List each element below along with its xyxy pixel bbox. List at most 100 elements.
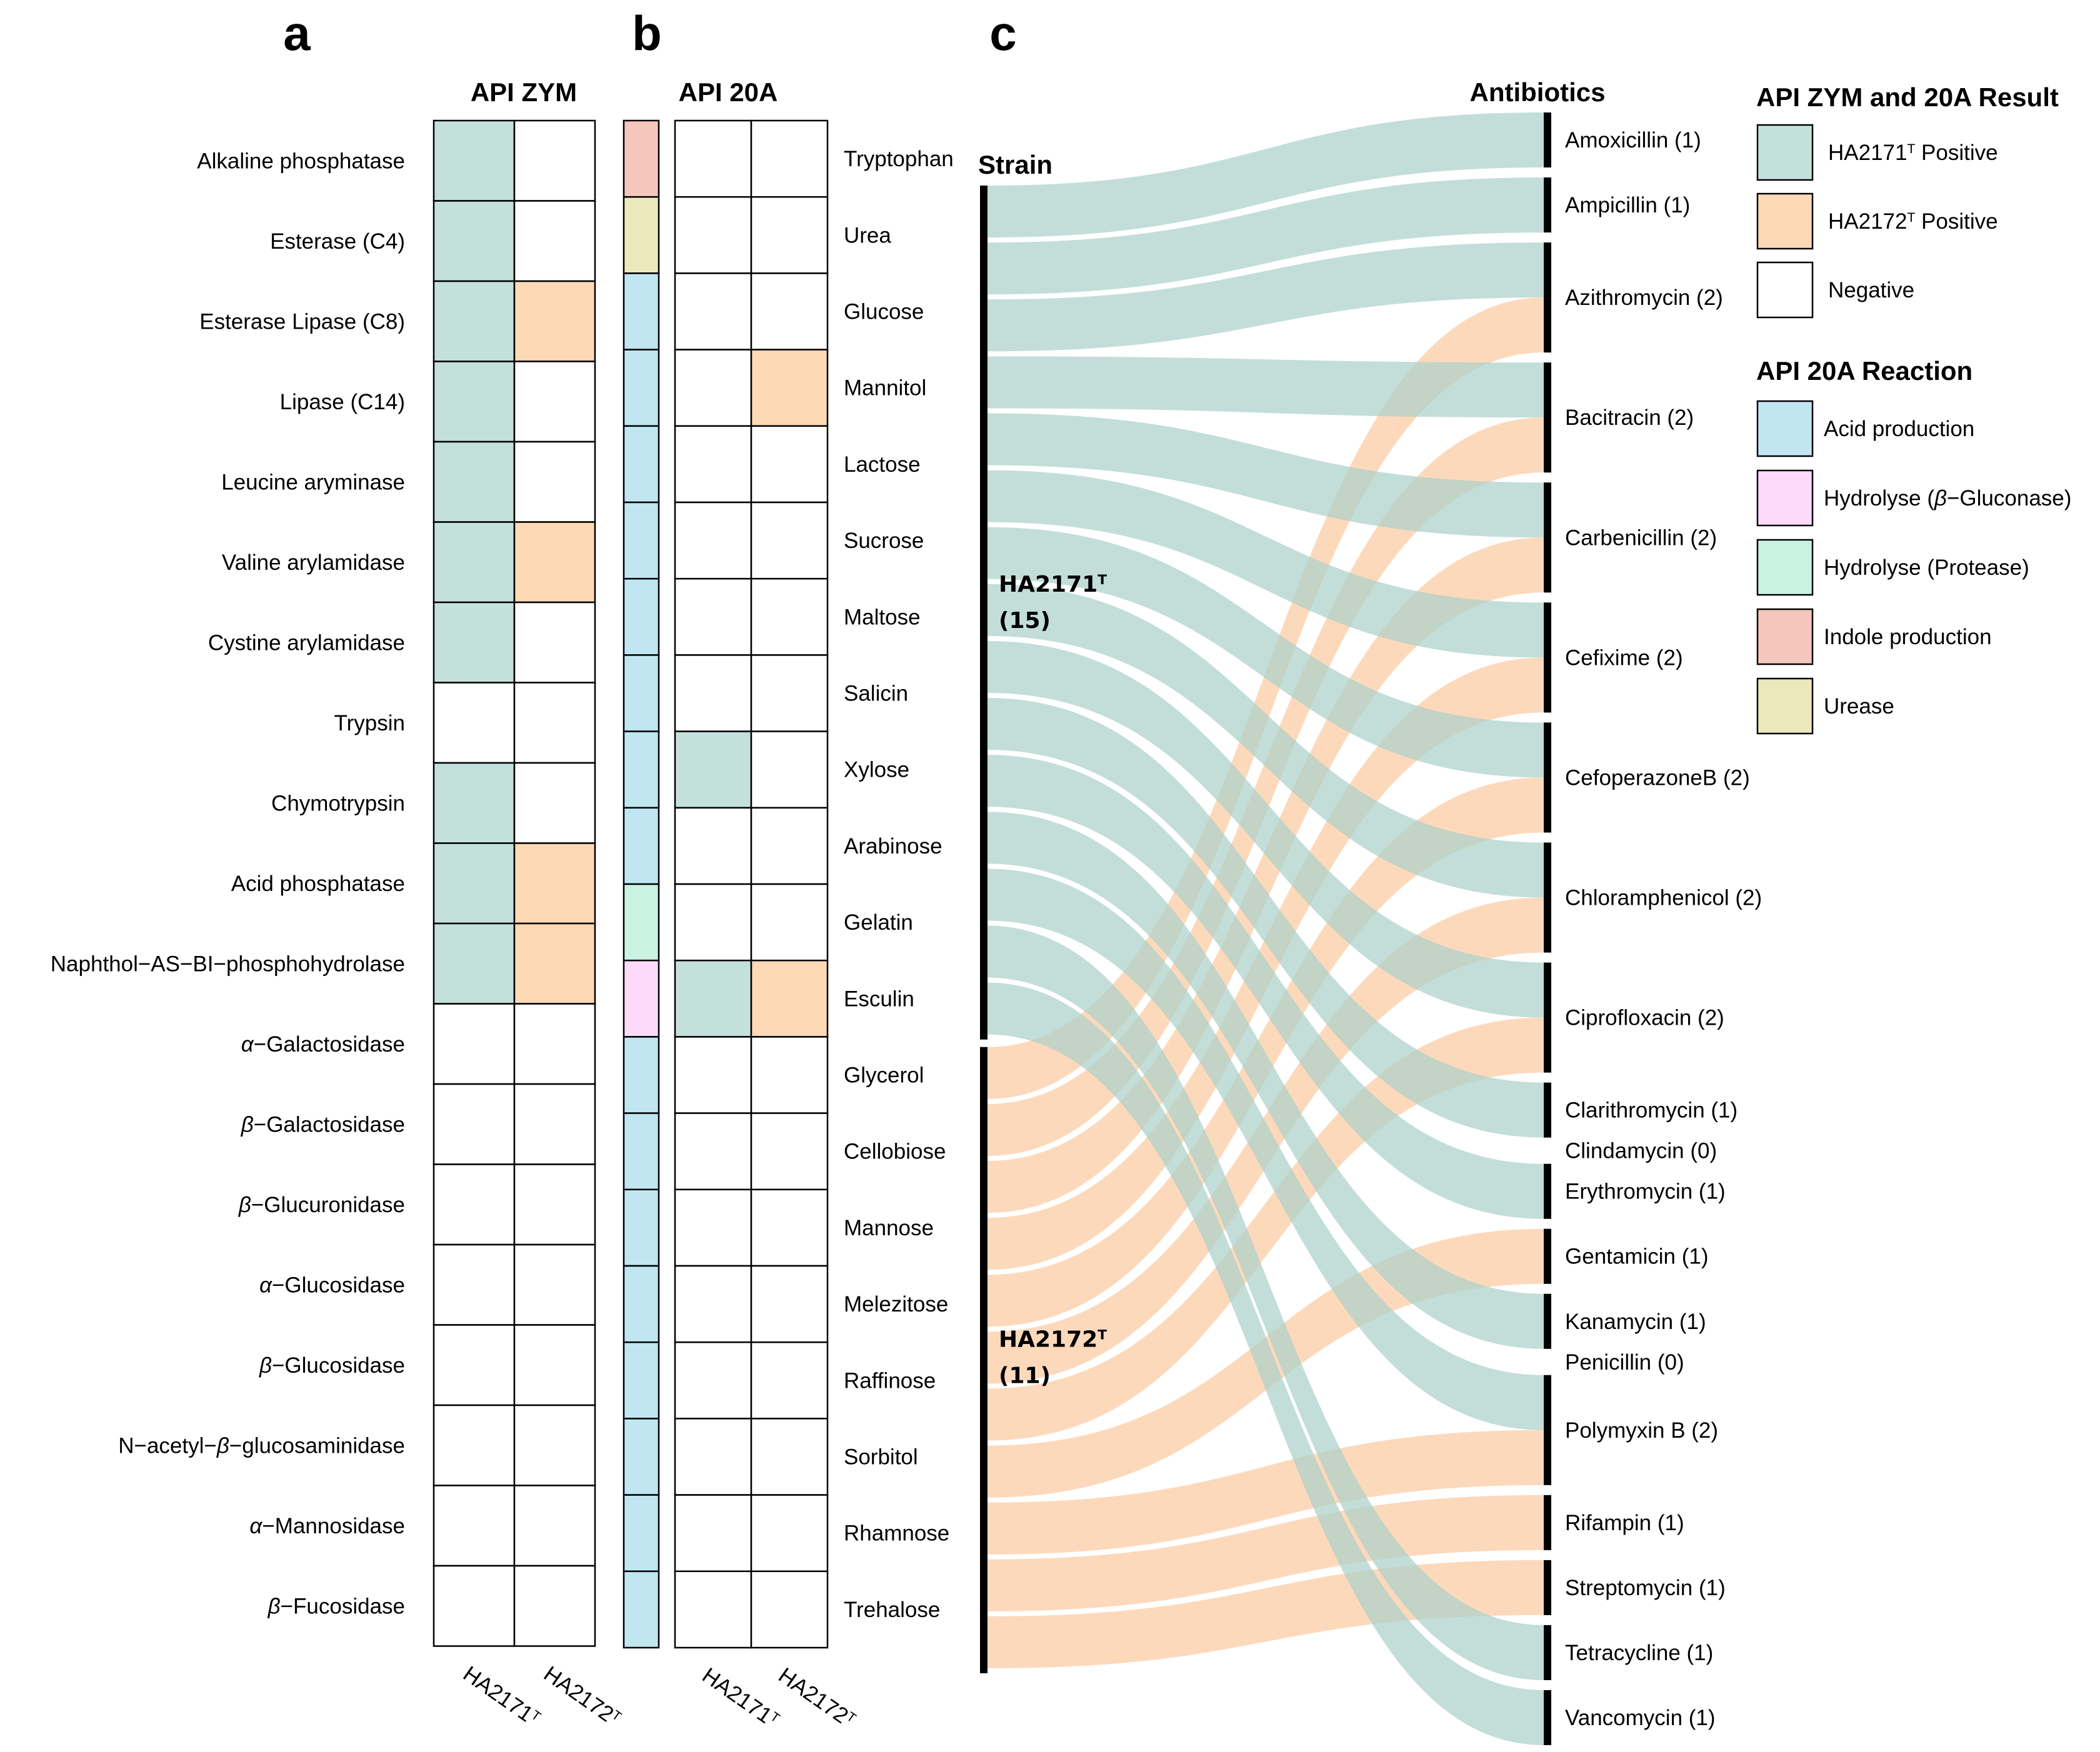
zym-column-label: HA2171T	[459, 1661, 544, 1731]
target-node-bar	[1544, 1690, 1551, 1745]
zym-cell	[513, 601, 596, 684]
api20a-cell	[674, 501, 752, 580]
api20a-cell	[674, 349, 752, 427]
zym-cell	[432, 280, 516, 362]
zym-cell	[513, 361, 596, 443]
result-legend-swatch	[1756, 192, 1814, 250]
api20a-row-label: Rhamnose	[844, 1521, 949, 1546]
zym-cell	[513, 1324, 596, 1406]
api20a-cell	[674, 1188, 752, 1267]
api20a-row-label: Urea	[844, 223, 891, 247]
api20a-cell	[750, 654, 829, 732]
sankey-ribbon	[988, 755, 1544, 1219]
sankey-ribbon	[988, 1017, 1544, 1441]
zym-row-label: β−Galactosidase	[241, 1112, 405, 1137]
zym-cell	[513, 1565, 596, 1647]
source-node-count: (15)	[999, 608, 1051, 634]
zym-column-label: HA2172T	[539, 1661, 625, 1731]
api20a-cell	[674, 1570, 752, 1649]
api20a-cell	[750, 1188, 829, 1267]
zym-row-label: Esterase (C4)	[270, 229, 405, 254]
api20a-column-label: HA2171T	[698, 1663, 783, 1733]
target-node-bar	[1544, 842, 1551, 953]
target-node-label: Ciprofloxacin (2)	[1565, 1006, 1724, 1030]
api20a-cell	[750, 1112, 829, 1191]
zym-row-label: Acid phosphatase	[231, 872, 405, 896]
zym-cell	[432, 762, 516, 844]
target-node-label: Bacitracin (2)	[1565, 406, 1694, 430]
source-node-name: HA2172T	[999, 1327, 1107, 1353]
api20a-row-label: Cellobiose	[844, 1140, 946, 1164]
sankey-ribbon	[988, 112, 1544, 238]
target-node-label: Vancomycin (1)	[1565, 1706, 1716, 1730]
target-node-bar	[1544, 1082, 1551, 1138]
reaction-legend-label: Indole production	[1824, 625, 1992, 649]
api-zym-heatmap: Alkaline phosphatase Esterase (C4) Esteras…	[51, 119, 625, 1731]
result-legend-label: HA2171T Positive	[1828, 141, 1998, 165]
reaction-strip-cell	[622, 1188, 660, 1267]
zym-cell	[513, 1404, 596, 1486]
zym-cell	[513, 200, 596, 282]
api-20a-title: API 20A	[679, 77, 778, 107]
sankey-ribbon	[988, 812, 1544, 1349]
api20a-cell	[674, 959, 752, 1038]
zym-row-label: β−Glucuronidase	[238, 1193, 405, 1217]
zym-row-label: α−Mannosidase	[249, 1514, 405, 1538]
zym-cell	[432, 1565, 516, 1647]
zym-row-label: α−Galactosidase	[241, 1032, 405, 1057]
api20a-cell	[750, 272, 829, 351]
zym-row-label: N−acetyl−β−glucosaminidase	[118, 1433, 405, 1458]
api20a-cell	[674, 883, 752, 962]
reaction-strip-cell	[622, 959, 660, 1038]
source-node-bar	[980, 186, 988, 1040]
sankey-ribbon	[988, 242, 1544, 352]
reaction-legend-swatch	[1756, 677, 1814, 735]
zym-row-label: α−Glucosidase	[259, 1273, 405, 1297]
zym-row-label: Alkaline phosphatase	[197, 149, 405, 173]
reaction-legend-label: Hydrolyse (β−Gluconase)	[1824, 486, 2071, 510]
panel-b-label: b	[632, 6, 662, 61]
zym-cell	[513, 1083, 596, 1165]
api20a-cell	[750, 501, 829, 580]
target-node-label: Clindamycin (0)	[1565, 1139, 1717, 1163]
target-node-bar	[1544, 1560, 1551, 1615]
reaction-legend-label: Hydrolyse (Protease)	[1824, 555, 2029, 580]
zym-cell	[432, 682, 516, 764]
sankey-ribbon	[988, 470, 1544, 658]
reaction-strip-cell	[622, 425, 660, 504]
target-node-bar	[1544, 112, 1551, 168]
api20a-cell	[674, 1341, 752, 1420]
api20a-row-label: Sucrose	[844, 529, 924, 553]
zym-cell	[513, 1163, 596, 1246]
result-legend-swatch	[1756, 261, 1814, 319]
api20a-row-label: Esculin	[844, 987, 914, 1011]
reaction-strip-cell	[622, 730, 660, 809]
api20a-cell	[750, 119, 829, 198]
target-node-bar	[1544, 1495, 1551, 1550]
api20a-row-label: Lactose	[844, 452, 921, 477]
zym-row-label: Cystine arylamidase	[208, 630, 405, 655]
target-node-label: Azithromycin (2)	[1565, 286, 1723, 310]
api20a-cell	[674, 654, 752, 732]
target-node-label: Polymyxin B (2)	[1565, 1418, 1718, 1443]
target-node-bar	[1544, 1375, 1551, 1485]
sankey-ribbon	[988, 982, 1544, 1745]
zym-cell	[513, 1243, 596, 1326]
target-node-bar	[1544, 242, 1551, 353]
reaction-legend-swatch	[1756, 608, 1814, 665]
zym-cell	[432, 1243, 516, 1326]
api20a-cell	[674, 807, 752, 885]
zym-cell	[432, 601, 516, 684]
zym-cell	[432, 1003, 516, 1085]
reaction-strip-cell	[622, 1265, 660, 1343]
zym-row-label: β−Fucosidase	[268, 1594, 405, 1618]
api20a-cell	[750, 1265, 829, 1343]
api20a-row-label: Raffinose	[844, 1368, 936, 1393]
source-node-bar	[980, 1047, 988, 1673]
zym-cell	[513, 1485, 596, 1567]
target-node-label: Amoxicillin (1)	[1565, 128, 1701, 152]
api20a-cell	[750, 1418, 829, 1496]
target-node-label: Kanamycin (1)	[1565, 1310, 1706, 1334]
reaction-strip-cell	[622, 1494, 660, 1573]
